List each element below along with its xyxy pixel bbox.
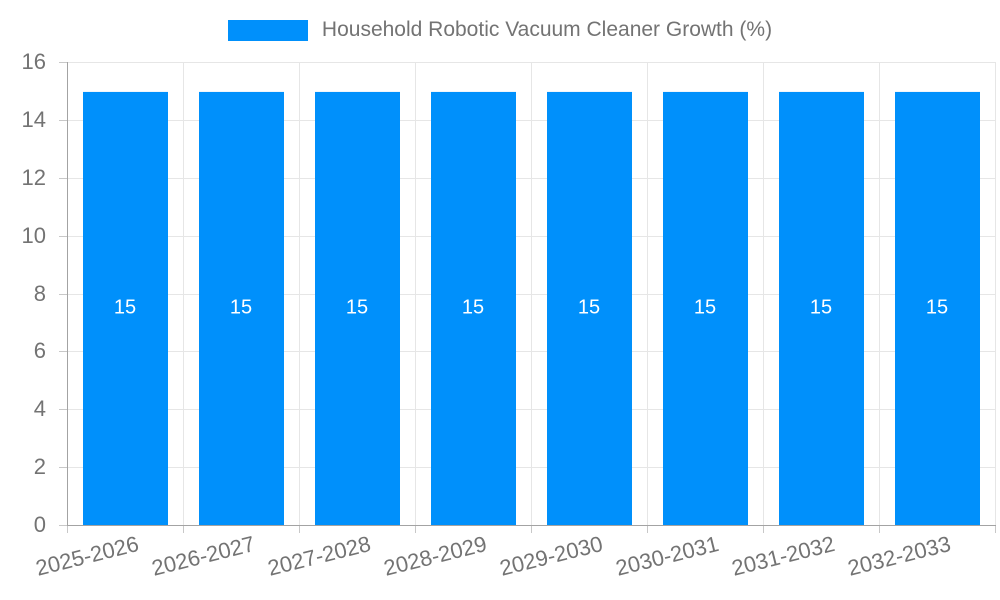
bar-value-label: 15 <box>809 296 833 319</box>
x-tick-label: 2030-2031 <box>612 531 722 581</box>
x-gridline <box>299 62 300 525</box>
x-tick-label: 2027-2028 <box>264 531 374 581</box>
y-tick-mark <box>59 409 67 411</box>
y-tick-label: 16 <box>21 49 46 74</box>
legend-label: Household Robotic Vacuum Cleaner Growth … <box>321 18 773 41</box>
x-tick-mark <box>879 525 880 533</box>
y-tick-mark <box>59 293 67 295</box>
x-tick-label: 2028-2029 <box>380 531 490 581</box>
bar-value-label: 15 <box>113 296 137 319</box>
y-tick-label: 8 <box>33 280 46 306</box>
x-gridline <box>879 62 880 525</box>
legend-item[interactable]: Household Robotic Vacuum Cleaner Growth … <box>227 18 773 42</box>
x-tick-label: 2031-2032 <box>728 531 838 581</box>
bar-value-label: 15 <box>577 296 601 319</box>
legend-swatch-icon <box>227 19 308 41</box>
x-tick-mark <box>995 525 996 533</box>
x-tick-mark <box>299 525 300 533</box>
y-tick-mark <box>59 525 67 526</box>
bar[interactable] <box>662 90 748 525</box>
bar[interactable] <box>430 90 516 525</box>
bar[interactable] <box>778 90 864 525</box>
bar[interactable] <box>314 90 400 525</box>
x-tick-label: 2025-2026 <box>32 531 142 581</box>
x-gridline <box>415 62 416 525</box>
x-gridline <box>763 62 764 525</box>
y-tick-label: 0 <box>33 512 46 537</box>
x-tick-label: 2032-2033 <box>844 531 954 581</box>
bar-value-label: 15 <box>461 296 485 319</box>
x-tick-mark <box>67 525 68 533</box>
y-tick-mark <box>59 119 67 121</box>
x-tick-mark <box>531 525 532 533</box>
y-tick-label: 6 <box>33 338 46 364</box>
bar[interactable] <box>198 90 284 525</box>
chart-legend: Household Robotic Vacuum Cleaner Growth … <box>0 18 1000 42</box>
y-tick-label: 14 <box>21 106 46 132</box>
y-tick-mark <box>59 351 67 353</box>
bar[interactable] <box>546 90 632 525</box>
x-tick-label: 2029-2030 <box>496 531 606 581</box>
bar[interactable] <box>894 90 980 525</box>
x-tick-label: 2026-2027 <box>148 531 258 581</box>
y-tick-mark <box>59 235 67 237</box>
x-gridline <box>647 62 648 525</box>
x-tick-mark <box>183 525 184 533</box>
bar-value-label: 15 <box>345 296 369 319</box>
y-tick-mark <box>59 177 67 179</box>
x-tick-mark <box>647 525 648 533</box>
bar[interactable] <box>82 90 168 525</box>
x-gridline <box>531 62 532 525</box>
x-gridline <box>995 62 996 525</box>
x-tick-mark <box>415 525 416 533</box>
y-tick-label: 10 <box>21 222 46 248</box>
y-tick-label: 2 <box>33 454 46 480</box>
y-tick-mark <box>59 62 67 63</box>
bar-value-label: 15 <box>229 296 253 319</box>
y-tick-mark <box>59 467 67 469</box>
bar-value-label: 15 <box>925 296 949 319</box>
x-axis-line <box>67 525 996 526</box>
y-tick-label: 4 <box>33 396 46 422</box>
y-axis-line <box>67 62 68 525</box>
x-tick-mark <box>763 525 764 533</box>
x-gridline <box>183 62 184 525</box>
y-tick-label: 12 <box>21 164 46 190</box>
bar-value-label: 15 <box>693 296 717 319</box>
